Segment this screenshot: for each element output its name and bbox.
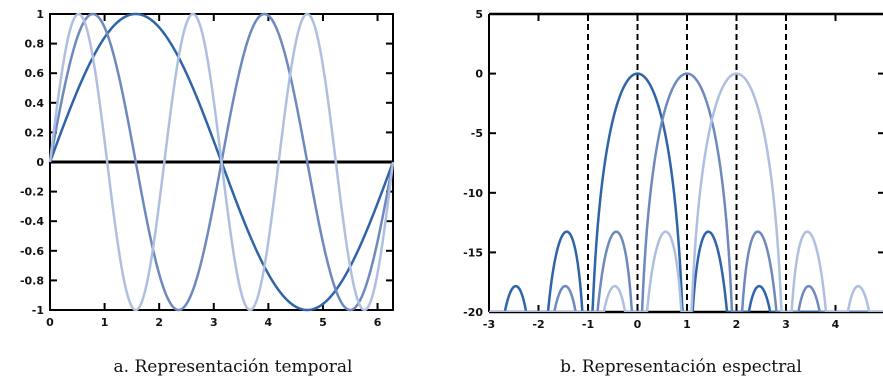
- y-tick-label: -5: [471, 127, 483, 140]
- y-tick-label: -1: [32, 304, 44, 317]
- spectral-dashed-lines: [587, 14, 787, 312]
- y-tick-label: 0: [475, 68, 483, 81]
- spectral-tick-labels: -20-15-10-505-3 -2 -1 0 1 2 3 4: [463, 8, 840, 331]
- x-tick-label: -2: [532, 318, 544, 331]
- spectral-chart: -20-15-10-505-3 -2 -1 0 1 2 3 4: [463, 8, 883, 331]
- y-tick-label: -20: [463, 306, 483, 319]
- x-tick-label: 5: [319, 316, 327, 329]
- x-tick-label: 2: [155, 316, 163, 329]
- y-tick-label: 0: [36, 156, 44, 169]
- y-tick-label: 0.2: [25, 126, 45, 139]
- x-tick-label: 0: [46, 316, 54, 329]
- y-tick-label: -0.6: [20, 245, 44, 258]
- x-tick-label: 3: [210, 316, 218, 329]
- y-tick-label: 0.8: [25, 38, 45, 51]
- y-tick-label: -15: [463, 246, 483, 259]
- series-line-medium: [489, 72, 883, 312]
- x-tick-label: -1: [582, 318, 594, 331]
- x-tick-label: 1: [683, 318, 691, 331]
- x-tick-label: 4: [832, 318, 840, 331]
- x-tick-label: 4: [265, 316, 273, 329]
- x-tick-label: 0: [634, 318, 642, 331]
- x-tick-label: 6: [374, 316, 382, 329]
- y-tick-label: 5: [475, 8, 483, 21]
- series-line-light: [48, 12, 395, 312]
- y-tick-label: 1: [36, 8, 44, 21]
- y-tick-label: -0.8: [20, 274, 44, 287]
- x-tick-label: 3: [782, 318, 790, 331]
- caption-temporal: a. Representación temporal: [114, 357, 353, 377]
- series-line-dark: [489, 72, 883, 312]
- temporal-chart: -1 -0.8 -0.6 -0.4 -0.2 0 0.2 0.4 0.6 0.8 1 0 1 2 3 4 5 6: [20, 8, 395, 329]
- caption-spectral: b. Representación espectral: [560, 357, 802, 377]
- y-tick-label: -10: [463, 187, 483, 200]
- spectral-series-group: [489, 72, 883, 312]
- y-tick-label: 0.4: [25, 97, 45, 110]
- x-tick-label: 1: [101, 316, 109, 329]
- y-tick-label: -0.2: [20, 186, 44, 199]
- temporal-series-group: [48, 12, 395, 312]
- y-tick-label: 0.6: [25, 67, 45, 80]
- y-tick-label: -0.4: [20, 215, 44, 228]
- x-tick-label: 2: [733, 318, 741, 331]
- temporal-tick-labels: -1 -0.8 -0.6 -0.4 -0.2 0 0.2 0.4 0.6 0.8 1 0 1 2 3 4 5 6: [20, 8, 382, 329]
- x-tick-label: -3: [483, 318, 495, 331]
- series-line-light: [489, 72, 883, 312]
